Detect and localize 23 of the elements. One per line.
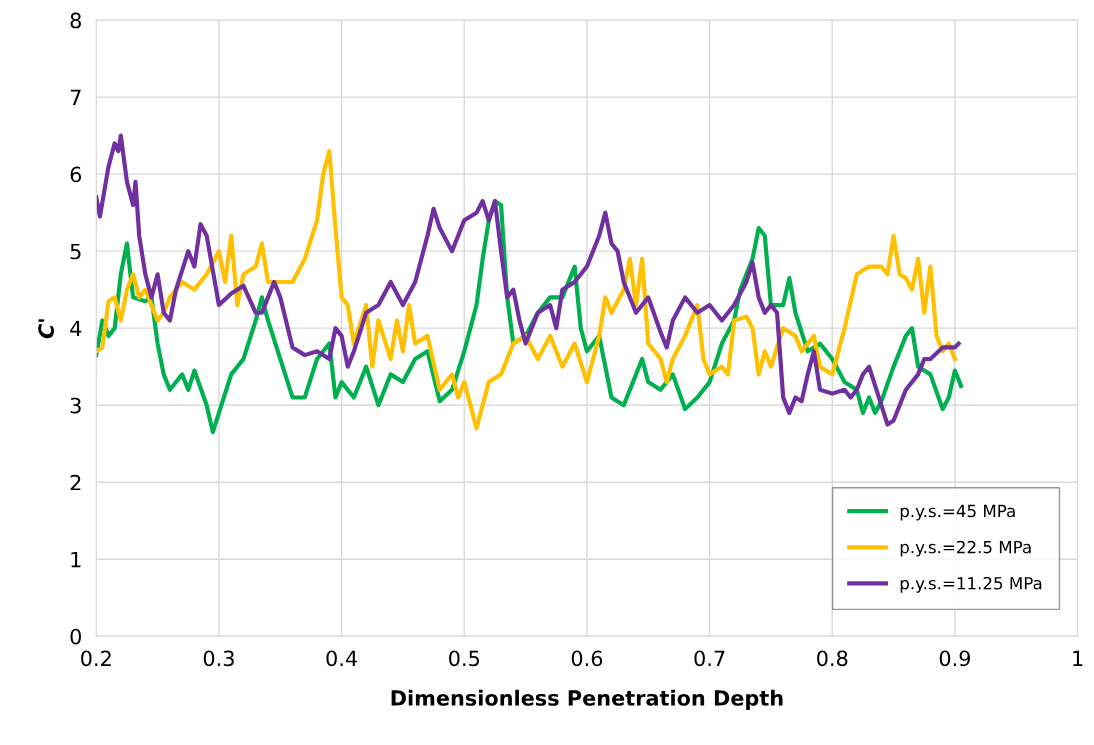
x-axis-title: Dimensionless Penetration Depth [391, 689, 783, 710]
x-tick-label: 0.7 [694, 650, 725, 667]
y-tick-label: 0 [70, 628, 81, 645]
y-tick-label: 7 [70, 89, 81, 106]
y-tick-label: 8 [70, 12, 81, 29]
y-tick-label: 6 [70, 166, 82, 183]
y-tick-label: 1 [71, 551, 81, 568]
x-tick-label: 0.3 [203, 650, 234, 667]
y-tick-label: 4 [70, 320, 82, 337]
x-tick-label: 0.5 [449, 650, 480, 667]
legend-label: p.y.s.=22.5 MPa [900, 540, 1031, 557]
y-tick-label: 3 [70, 397, 81, 414]
x-tick-label: 0.2 [81, 650, 111, 667]
legend-label: p.y.s.=45 MPa [900, 504, 1015, 521]
legend-label: p.y.s.=11.25 MPa [900, 576, 1042, 593]
y-tick-label: 2 [70, 474, 81, 491]
x-tick-label: 0.4 [326, 650, 357, 667]
x-tick-label: 1 [1073, 650, 1083, 666]
x-tick-label: 0.6 [571, 650, 603, 667]
x-tick-label: 0.8 [817, 650, 848, 667]
x-tick-label: 0.9 [939, 650, 971, 667]
y-axis-title: C' [38, 319, 54, 339]
y-tick-label: 5 [70, 243, 81, 260]
